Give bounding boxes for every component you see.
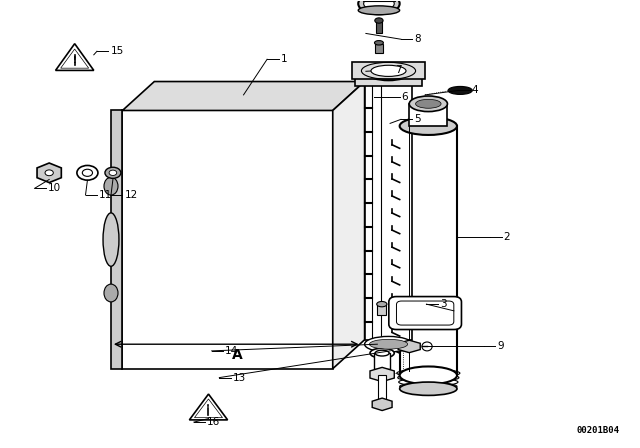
Ellipse shape xyxy=(372,69,404,78)
Ellipse shape xyxy=(105,167,121,178)
Bar xyxy=(409,104,447,126)
Ellipse shape xyxy=(415,99,441,108)
Text: 7: 7 xyxy=(395,65,402,75)
Polygon shape xyxy=(398,340,420,353)
Ellipse shape xyxy=(368,66,409,81)
Text: 13: 13 xyxy=(233,373,246,383)
Ellipse shape xyxy=(409,96,447,112)
Polygon shape xyxy=(189,394,228,420)
Text: 16: 16 xyxy=(207,417,220,427)
Ellipse shape xyxy=(77,165,98,180)
Bar xyxy=(399,126,457,375)
Ellipse shape xyxy=(104,177,118,195)
Text: !: ! xyxy=(73,56,77,65)
Bar xyxy=(375,44,383,52)
Ellipse shape xyxy=(377,302,387,307)
Text: 3: 3 xyxy=(440,299,447,309)
Bar xyxy=(365,82,412,340)
Polygon shape xyxy=(111,111,122,369)
Ellipse shape xyxy=(399,382,457,396)
Bar xyxy=(378,304,387,315)
Bar xyxy=(124,112,332,368)
Text: 5: 5 xyxy=(414,114,421,125)
Text: 6: 6 xyxy=(401,92,408,102)
Ellipse shape xyxy=(399,366,457,384)
Ellipse shape xyxy=(371,65,406,77)
Ellipse shape xyxy=(369,339,408,349)
Ellipse shape xyxy=(374,41,383,45)
Text: 11: 11 xyxy=(99,190,112,200)
Polygon shape xyxy=(122,82,365,111)
Ellipse shape xyxy=(45,170,53,176)
Polygon shape xyxy=(37,163,61,183)
Bar xyxy=(355,68,422,86)
Ellipse shape xyxy=(364,0,394,11)
FancyBboxPatch shape xyxy=(389,297,461,330)
Text: A: A xyxy=(232,349,243,362)
Ellipse shape xyxy=(103,213,119,266)
Ellipse shape xyxy=(358,6,399,15)
Ellipse shape xyxy=(104,284,118,302)
Text: 1: 1 xyxy=(280,54,287,64)
Text: 00201B04: 00201B04 xyxy=(577,426,620,435)
Polygon shape xyxy=(372,398,392,410)
Text: 14: 14 xyxy=(225,346,238,356)
Text: 12: 12 xyxy=(124,190,138,200)
Polygon shape xyxy=(122,111,333,369)
Bar xyxy=(378,375,386,400)
Bar xyxy=(363,0,395,1)
Text: 2: 2 xyxy=(504,233,510,242)
Ellipse shape xyxy=(370,348,394,358)
Ellipse shape xyxy=(375,350,389,356)
Text: 8: 8 xyxy=(414,34,421,44)
Ellipse shape xyxy=(83,169,93,177)
Polygon shape xyxy=(370,367,394,382)
Text: 15: 15 xyxy=(110,46,124,56)
Ellipse shape xyxy=(399,117,457,135)
Bar xyxy=(374,353,390,369)
Ellipse shape xyxy=(448,86,472,95)
Polygon shape xyxy=(56,44,94,70)
Ellipse shape xyxy=(375,18,383,23)
Text: 9: 9 xyxy=(497,341,504,351)
Text: 10: 10 xyxy=(48,183,61,194)
Ellipse shape xyxy=(422,342,432,351)
Ellipse shape xyxy=(109,170,116,176)
Polygon shape xyxy=(333,82,365,369)
Ellipse shape xyxy=(358,0,399,14)
Text: 4: 4 xyxy=(472,86,478,95)
Bar xyxy=(352,62,425,79)
Ellipse shape xyxy=(365,336,412,352)
Bar xyxy=(376,22,382,33)
